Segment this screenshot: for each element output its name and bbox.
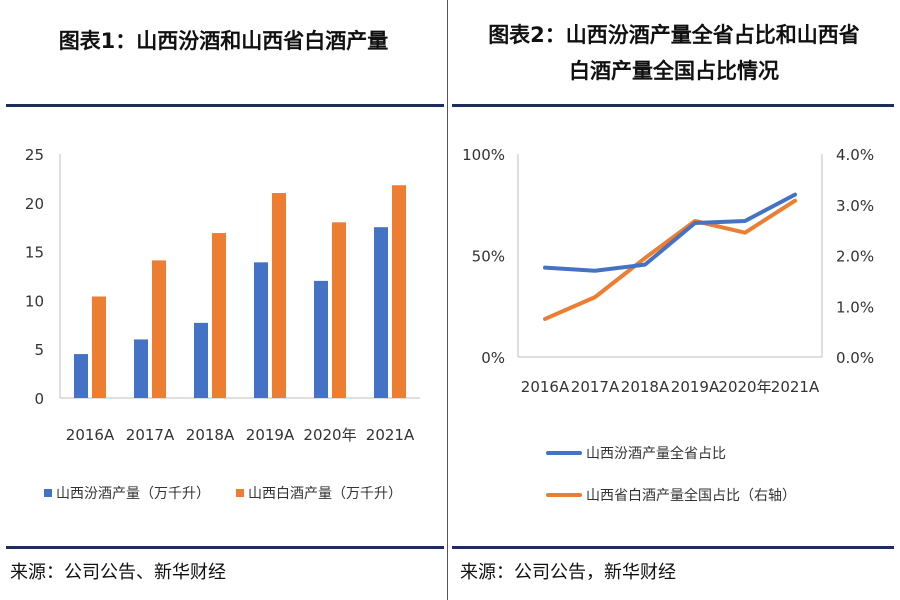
chart2-x-tick-label: 2019A [671,378,720,396]
chart1-bar-fenjiu [134,339,148,398]
chart2-x-tick-label: 2021A [771,378,820,396]
chart2-right-tick-label: 4.0% [836,146,874,164]
chart2-line-fenjiu-share [543,192,797,273]
chart2-x-tick-label: 2018A [621,378,670,396]
chart2-right-tick-label: 1.0% [836,298,874,316]
chart1-y-tick-label: 0 [34,390,44,408]
chart2-source: 来源：公司公告，新华财经 [460,562,676,583]
chart1-legend-swatch [44,489,52,497]
bottom-rule-right [452,546,894,549]
chart1-legend-label: 山西白酒产量（万千升） [248,486,402,502]
chart1-bar-shanxi [212,233,226,398]
chart1-legend-label: 山西汾酒产量（万千升） [56,486,210,502]
chart1-bar-fenjiu [314,280,328,398]
chart2-right-tick-label: 2.0% [836,248,874,266]
chart1-x-tick-label: 2021A [366,426,415,444]
chart1-source: 来源：公司公告、新华财经 [10,562,226,583]
chart2-left-tick-label: 0% [481,349,505,367]
chart2-line-shanxi-share [543,198,797,321]
chart2-right-tick-label: 3.0% [836,197,874,215]
chart2-left-tick-label: 100% [462,146,505,164]
chart1-bar-fenjiu [254,262,268,398]
chart2-left-tick-label: 50% [472,248,505,266]
chart1-legend-swatch [236,489,244,497]
chart1-x-tick-label: 2020年 [303,426,356,444]
chart2-right-tick-label: 0.0% [836,349,874,367]
panel-divider [447,0,448,600]
top-rule-left [6,104,444,107]
chart1-bar-shanxi [332,222,346,398]
chart2-x-tick-label: 2020年 [718,378,771,396]
chart1-bar-shanxi [392,185,406,398]
chart2-x-tick-label: 2017A [571,378,620,396]
chart2-x-tick-label: 2016A [521,378,570,396]
chart1-y-tick-label: 25 [25,146,44,164]
chart2-legend-label: 山西省白酒产量全国占比（右轴） [586,487,796,504]
chart1-x-tick-label: 2017A [126,426,175,444]
chart1-x-tick-label: 2016A [66,426,115,444]
chart1-y-tick-label: 10 [25,292,44,310]
chart1-title: 图表1：山西汾酒和山西省白酒产量 [58,29,389,53]
chart1-bar-chart: 0 5 10 15 20 25 2016A 2017A 2018A 2019A 2020年 2021A… [25,146,420,502]
chart1-y-tick-label: 20 [25,195,44,213]
chart1-bar-fenjiu [374,227,388,398]
chart1-bar-shanxi [92,296,106,398]
chart1-bar-fenjiu [74,354,88,398]
chart1-y-tick-label: 5 [34,341,44,359]
top-rule-right [452,104,894,107]
chart2-title-line2: 白酒产量全国占比情况 [569,59,779,83]
chart2-legend-label: 山西汾酒产量全省占比 [586,445,726,462]
chart1-x-tick-label: 2019A [246,426,295,444]
chart2-title-line1: 图表2：山西汾酒产量全省占比和山西省 [488,23,860,47]
chart1-x-tick-label: 2018A [186,426,235,444]
chart1-bar-shanxi [152,260,166,398]
chart1-y-tick-label: 15 [25,244,44,262]
chart2-line-chart: 0%50%100%0.0%1.0%2.0%3.0%4.0%2016A 2017A 2… [462,146,874,504]
chart1-bar-fenjiu [194,322,208,398]
bottom-rule-left [6,546,444,549]
chart1-bar-shanxi [272,193,286,398]
